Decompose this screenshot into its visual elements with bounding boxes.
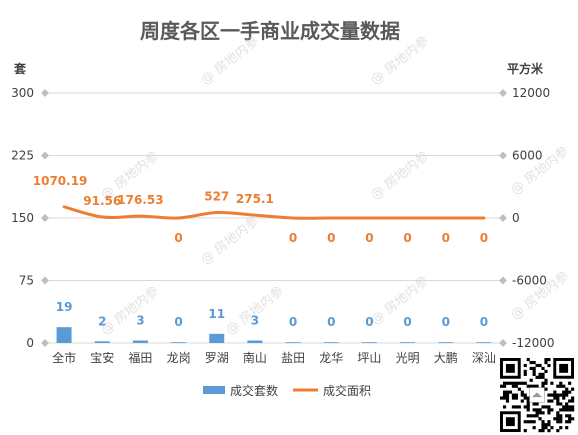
watermarks: @ 房地内参 @ 房地内参@ 房地内参@ 房地内参@ 房地内参 @ 房地内参@ 房地… [98, 33, 572, 338]
bar-data-label: 11 [208, 307, 225, 321]
left-tick-label: 300 [11, 86, 34, 100]
category-label: 光明 [396, 351, 420, 365]
left-tick-label: 0 [26, 336, 34, 350]
bar-data-label: 0 [327, 315, 335, 329]
left-tick-label: 150 [11, 211, 34, 225]
bar [285, 342, 301, 343]
legend-label-line: 成交面积 [323, 383, 371, 398]
right-axis-unit: 平方米 [507, 61, 544, 76]
right-tick-label: 6000 [512, 149, 543, 163]
right-tick-label: -6000 [512, 274, 547, 288]
legend-swatch-bars [203, 386, 225, 394]
diamond-marker-icon [41, 339, 49, 347]
category-label: 罗湖 [205, 350, 229, 365]
bar-data-label: 0 [480, 315, 488, 329]
diamond-marker-icon [41, 276, 49, 285]
right-tick-label: 12000 [512, 86, 550, 100]
diamond-marker-icon [499, 151, 507, 160]
line-data-label: 176.53 [117, 193, 163, 207]
category-labels: 全市 宝安 福田 龙岗 罗湖 南山 盐田 龙华 坪山 光明 大鹏 深汕 [52, 350, 496, 365]
line-data-label: 0 [365, 231, 373, 245]
bar [400, 342, 416, 343]
line-data-label: 91.56 [83, 194, 121, 208]
left-tick-label: 225 [11, 149, 34, 163]
bar-data-label: 3 [136, 314, 144, 328]
category-label: 龙岗 [167, 351, 191, 365]
chart-title: 周度各区一手商业成交量数据 [140, 19, 400, 43]
right-tick-label: -12000 [512, 336, 555, 350]
bar [438, 342, 454, 343]
bar-data-label: 3 [251, 314, 259, 328]
diamond-marker-icon [41, 89, 49, 97]
line-data-label: 1070.19 [33, 174, 88, 188]
category-label: 龙华 [319, 351, 343, 365]
left-tick-label: 75 [19, 274, 34, 288]
diamond-marker-icon [499, 276, 507, 285]
legend-label-bars: 成交套数 [230, 383, 278, 398]
bar [476, 342, 492, 343]
category-label: 南山 [243, 350, 267, 365]
right-tick-label: 0 [512, 211, 520, 225]
line-data-label: 0 [174, 231, 182, 245]
bar [209, 333, 225, 343]
bar [323, 342, 339, 343]
watermark-text: @ 房地内参 [368, 148, 432, 203]
line-data-label: 0 [403, 231, 411, 245]
right-axis-ticks: -12000 -6000 0 6000 12000 [512, 86, 555, 350]
category-label: 坪山 [357, 351, 381, 365]
watermark-text: @ 房地内参 [368, 273, 432, 328]
diamond-marker-icon [41, 151, 49, 160]
qr-code-icon [500, 358, 575, 433]
diamond-marker-icon [41, 214, 49, 222]
category-label: 深汕 [472, 351, 496, 365]
bar [361, 342, 377, 343]
bar [171, 342, 187, 343]
bar-series: 19 2 3 0 11 3 0 0 0 0 0 0 [56, 300, 492, 343]
category-label: 宝安 [90, 350, 114, 365]
left-axis-unit: 套 [13, 61, 27, 76]
watermark-text: @ 房地内参 [223, 283, 287, 338]
watermark-text: @ 房地内参 [198, 213, 262, 268]
diamond-marker-icon [499, 214, 507, 222]
line-data-label: 0 [289, 231, 297, 245]
category-label: 盐田 [281, 351, 305, 365]
watermark-text: @ 房地内参 [98, 283, 162, 338]
bar [247, 340, 263, 343]
line-data-label: 275.1 [236, 192, 274, 206]
bar-data-label: 0 [289, 315, 297, 329]
bar-data-label: 0 [442, 315, 450, 329]
bar-data-label: 0 [403, 315, 411, 329]
line-path [62, 205, 486, 220]
line-data-label: 527 [204, 190, 229, 204]
category-label: 福田 [128, 350, 152, 365]
bar-data-label: 0 [365, 315, 373, 329]
legend: 成交套数 成交面积 [203, 383, 371, 398]
bar [56, 327, 72, 343]
left-axis-ticks: 0 75 150 225 300 [11, 86, 34, 350]
bar-data-label: 19 [56, 300, 73, 314]
line-data-label: 0 [442, 231, 450, 245]
diamond-marker-icon [499, 339, 507, 347]
category-label: 全市 [52, 350, 76, 365]
line-data-label: 0 [327, 231, 335, 245]
bar-data-label: 0 [174, 315, 182, 329]
bar-data-label: 2 [98, 314, 106, 328]
category-label: 大鹏 [434, 351, 458, 365]
bar [94, 341, 110, 343]
line-data-label: 0 [480, 231, 488, 245]
bar [132, 340, 148, 343]
diamond-marker-icon [499, 89, 507, 97]
